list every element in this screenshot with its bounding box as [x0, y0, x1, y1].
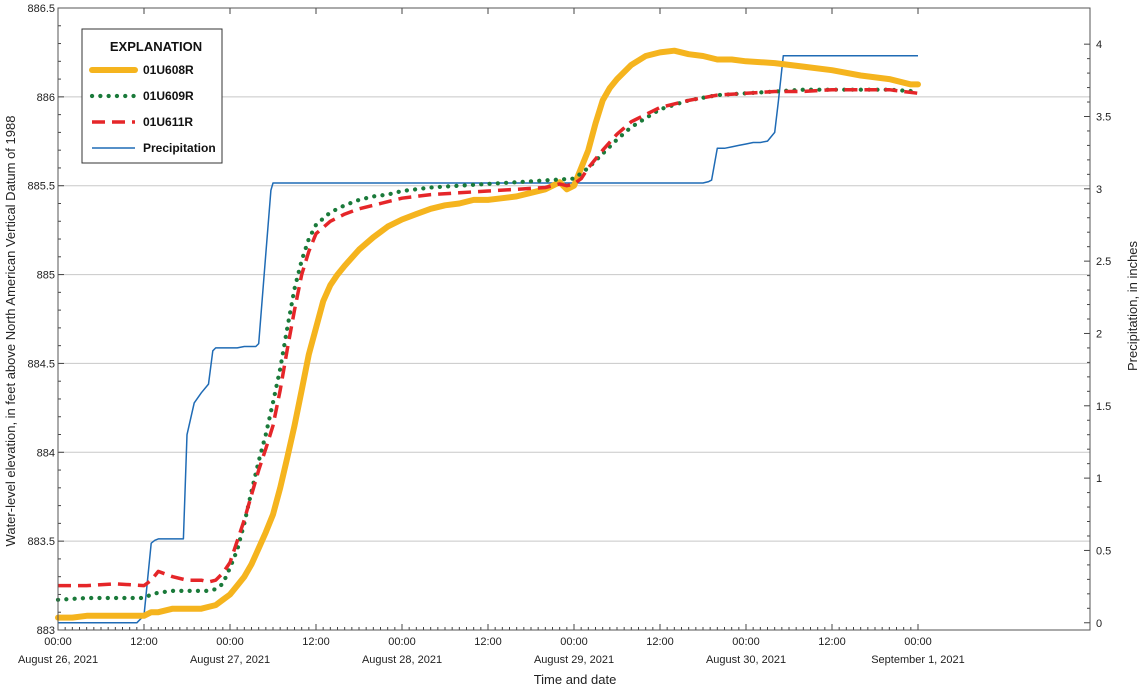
y2-tick-label: 2: [1096, 328, 1102, 340]
legend-label-01u611r: 01U611R: [143, 115, 193, 129]
series-lines: [55, 47, 921, 624]
y-tick-label: 886.5: [27, 3, 55, 15]
x-tick-time: 00:00: [44, 636, 72, 648]
x-tick-date: August 28, 2021: [362, 654, 442, 666]
y-tick-label: 884.5: [27, 358, 55, 370]
y2-axis-title: Precipitation, in inches: [1125, 240, 1140, 371]
series-line-01u608r: [55, 47, 921, 621]
x-tick-time: 12:00: [818, 636, 846, 648]
x-tick-time: 00:00: [560, 636, 588, 648]
x-tick-date: August 27, 2021: [190, 654, 270, 666]
x-tick-time: 12:00: [302, 636, 330, 648]
y2-tick-label: 1.5: [1096, 401, 1111, 413]
legend-label-precipitation: Precipitation: [143, 141, 216, 155]
x-axis-title: Time and date: [534, 672, 617, 687]
y2-tick-label: 3.5: [1096, 111, 1111, 123]
y2-tick-label: 4: [1096, 39, 1102, 51]
x-tick-date: August 26, 2021: [18, 654, 98, 666]
y-tick-label: 883.5: [27, 536, 55, 548]
x-tick-date: August 30, 2021: [706, 654, 786, 666]
x-tick-date: August 29, 2021: [534, 654, 614, 666]
legend-box: [81, 28, 223, 164]
x-tick-time: 12:00: [646, 636, 674, 648]
y2-tick-label: 1: [1096, 473, 1102, 485]
x-tick-time: 00:00: [732, 636, 760, 648]
y-tick-label: 883: [37, 625, 55, 637]
y2-tick-label: 2.5: [1096, 256, 1111, 268]
y-tick-label: 886: [37, 92, 55, 104]
legend-title: EXPLANATION: [110, 39, 202, 54]
legend-label-01u608r: 01U608R: [143, 63, 194, 77]
y-tick-label: 885: [37, 270, 55, 282]
x-tick-time: 00:00: [216, 636, 244, 648]
y2-tick-label: 3: [1096, 184, 1102, 196]
y-tick-label: 884: [37, 447, 55, 459]
x-tick-time: 12:00: [130, 636, 158, 648]
x-tick-time: 00:00: [904, 636, 932, 648]
plot-frame: [57, 7, 1091, 631]
x-tick-time: 12:00: [474, 636, 502, 648]
y2-tick-label: 0.5: [1096, 545, 1111, 557]
series-line-01u611r: [58, 87, 919, 588]
legend-label-01u609r: 01U609R: [143, 89, 194, 103]
y-tick-label: 885.5: [27, 181, 55, 193]
series-line-precipitation: [58, 54, 918, 624]
x-tick-time: 00:00: [388, 636, 416, 648]
y-axis-title: Water-level elevation, in feet above Nor…: [3, 116, 18, 547]
y2-tick-label: 0: [1096, 618, 1102, 630]
x-tick-date: September 1, 2021: [871, 654, 965, 666]
legend: EXPLANATION 01U608R 01U609R 01U611R Precipi…: [81, 28, 223, 164]
tick-labels: 883 883.5 884 884.5 885 885.5 886 886.5 0 0.5 1 1.5…: [18, 3, 1111, 666]
series-line-01u609r: [55, 87, 921, 602]
